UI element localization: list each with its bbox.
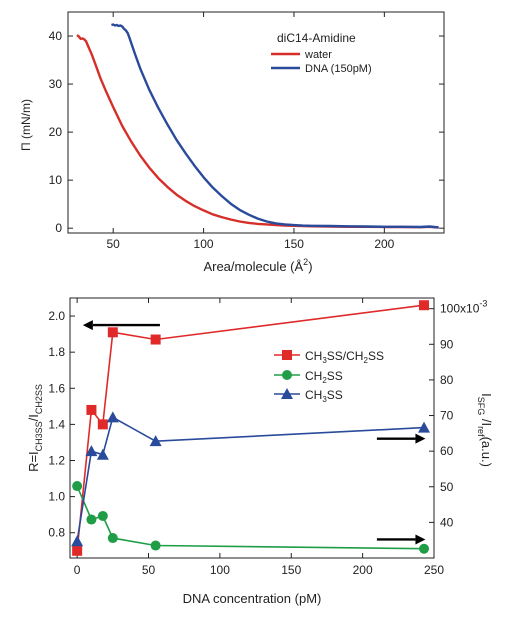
bottom-right-y-tick-label: 50: [440, 480, 454, 494]
legend-label-ratio: CH3SS/CH2SS: [305, 349, 384, 365]
bottom-right-y-tick-label: 70: [440, 409, 454, 423]
axis-arrows: [82, 320, 426, 545]
legend-label-water: water: [304, 49, 332, 61]
bottom-series-line-ratio: [76, 304, 425, 551]
data-point-ch3ss: [149, 435, 162, 447]
data-point-ch3ss: [418, 421, 431, 433]
top-series-lines: [76, 23, 439, 229]
top-x-tick-label: 200: [374, 237, 394, 251]
legend-label-dna: DNA (150pM): [305, 63, 372, 75]
bottom-right-y-axis: 40 50 60 70 80 90 100x10-3: [429, 299, 487, 529]
top-legend-title: diC14-Amidine: [277, 31, 356, 45]
bottom-x-tick-label: 200: [353, 563, 373, 577]
arrow-head-right: [415, 433, 426, 444]
sfg-ratio-chart: 0 50 100 150 200 250 0.8 1.0 1.2 1.4 1.6 1.8 2.0 40…: [26, 297, 494, 606]
legend-label-ch3ss: CH3SS: [305, 388, 343, 404]
top-y-tick-label: 10: [49, 173, 63, 187]
top-y-tick-label: 0: [55, 221, 62, 235]
bottom-left-y-tick-label: 1.0: [48, 490, 65, 504]
data-point-ch2ss: [150, 540, 161, 551]
top-y-tick-label: 40: [49, 29, 63, 43]
bottom-x-tick-label: 50: [142, 563, 156, 577]
data-point-ch2ss: [97, 510, 108, 521]
data-point-ch3ss: [71, 535, 84, 547]
bottom-x-tick-label: 150: [281, 563, 301, 577]
top-x-tick-label: 150: [284, 237, 304, 251]
bottom-plot-frame: [69, 297, 435, 559]
bottom-left-y-tick-label: 1.4: [48, 417, 65, 431]
bottom-left-y-tick-label: 1.6: [48, 381, 65, 395]
bottom-right-y-tick-label: 60: [440, 444, 454, 458]
top-x-axis-label: Area/molecule (Å2): [203, 257, 312, 274]
top-x-tick-label: 50: [107, 237, 121, 251]
data-point-ratio: [72, 545, 83, 556]
bottom-x-axis-label: DNA concentration (pM): [183, 591, 322, 606]
bottom-left-y-tick-label: 0.8: [48, 526, 65, 540]
bottom-series-line-ch2ss: [76, 485, 425, 550]
top-plot-frame: [67, 11, 445, 234]
data-point-ch3ss: [96, 448, 109, 460]
data-point-ch2ss: [107, 533, 118, 544]
data-point-ratio: [107, 327, 118, 338]
bottom-series: [71, 300, 431, 556]
bottom-x-axis: 0 50 100 150 200 250: [74, 298, 444, 577]
top-series-line-dna: [111, 23, 439, 229]
legend-label-ch2ss: CH2SS: [305, 369, 343, 385]
data-point-ratio: [419, 300, 430, 311]
data-point-ch2ss: [86, 514, 97, 525]
bottom-x-tick-label: 0: [74, 563, 81, 577]
data-point-ratio: [86, 404, 97, 415]
bottom-right-y-tick-label: 90: [440, 337, 454, 351]
top-y-axis: 0 10 20 30 40: [49, 29, 444, 235]
top-y-axis-label: Π (mN/m): [19, 99, 33, 151]
bottom-left-y-tick-label: 1.8: [48, 345, 65, 359]
data-point-ch2ss: [72, 481, 83, 492]
bottom-left-y-tick-label: 1.2: [48, 454, 65, 468]
data-point-ch3ss: [106, 411, 119, 423]
pressure-isotherm-chart: 50 100 150 200 0 10 20 30 40 diC14-Amidine wate…: [19, 11, 445, 274]
bottom-x-tick-label: 250: [424, 563, 444, 577]
data-point-ratio: [97, 419, 108, 430]
top-series-line-water: [76, 34, 439, 229]
top-y-tick-label: 20: [49, 125, 63, 139]
top-y-tick-label: 30: [49, 77, 63, 91]
bottom-x-tick-label: 100: [210, 563, 230, 577]
bottom-right-y-tick-label: 100x10-3: [440, 299, 487, 316]
legend-marker-ch3ss: [281, 388, 293, 399]
data-point-ch2ss: [419, 543, 430, 554]
bottom-left-y-axis-label: R=ICH3SS/ICH2SS: [26, 384, 44, 472]
data-point-ratio: [150, 334, 161, 345]
bottom-series-line-ch3ss: [76, 416, 425, 542]
bottom-right-y-tick-label: 80: [440, 373, 454, 387]
bottom-left-y-axis: 0.8 1.0 1.2 1.4 1.6 1.8 2.0: [48, 309, 75, 540]
arrow-head-left: [82, 320, 93, 331]
legend-marker-ratio: [282, 350, 292, 360]
bottom-right-y-axis-label: ISFG /Iref(a.u.): [476, 393, 494, 467]
legend-marker-ch2ss: [282, 370, 292, 380]
top-x-tick-label: 100: [194, 237, 214, 251]
arrow-head-right: [415, 534, 426, 545]
bottom-right-y-tick-label: 40: [440, 515, 454, 529]
bottom-left-y-tick-label: 2.0: [48, 309, 65, 323]
data-point-ch3ss: [85, 445, 98, 457]
top-x-axis: 50 100 150 200: [107, 12, 395, 251]
